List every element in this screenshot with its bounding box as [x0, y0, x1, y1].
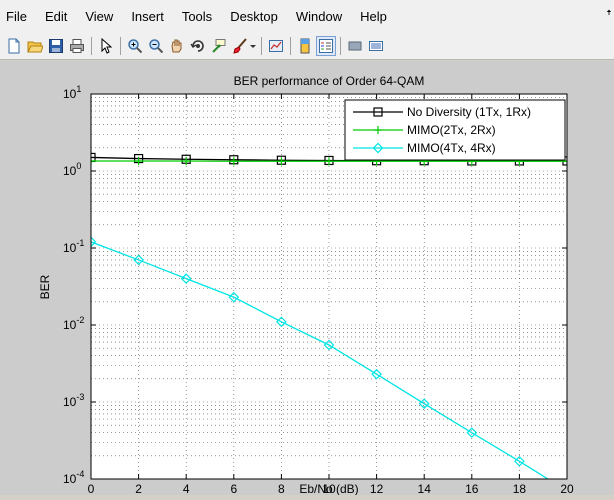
- pointer-icon[interactable]: [96, 36, 116, 56]
- legend[interactable]: No Diversity (1Tx, 1Rx) MIMO(2Tx, 2Rx) MIM…: [345, 100, 565, 160]
- menu-view[interactable]: View: [85, 9, 113, 24]
- x-tick-label: 0: [88, 482, 95, 495]
- menu-desktop[interactable]: Desktop: [230, 9, 278, 24]
- open-file-icon[interactable]: [25, 36, 45, 56]
- x-tick-label: 18: [513, 482, 527, 495]
- menu-tools[interactable]: Tools: [182, 9, 212, 24]
- x-tick-label: 4: [183, 482, 190, 495]
- rotate-3d-icon[interactable]: [188, 36, 208, 56]
- x-tick-label: 12: [370, 482, 384, 495]
- x-tick-label: 16: [465, 482, 479, 495]
- colorbar-icon[interactable]: [295, 36, 315, 56]
- menu-window[interactable]: Window: [296, 9, 342, 24]
- figure-toolbar: [0, 32, 614, 60]
- legend-entry: No Diversity (1Tx, 1Rx): [407, 105, 531, 119]
- menu-insert[interactable]: Insert: [131, 9, 164, 24]
- zoom-out-icon[interactable]: [146, 36, 166, 56]
- zoom-in-icon[interactable]: [125, 36, 145, 56]
- x-tick-label: 2: [135, 482, 142, 495]
- toolbar-separator: [91, 37, 92, 55]
- show-plot-tools-icon[interactable]: [366, 36, 386, 56]
- y-tick-label: 10-4: [63, 469, 84, 486]
- pan-icon[interactable]: [167, 36, 187, 56]
- chart-title: BER performance of Order 64-QAM: [234, 74, 425, 88]
- brush-icon[interactable]: [230, 36, 250, 56]
- data-cursor-icon[interactable]: [209, 36, 229, 56]
- x-tick-label: 6: [230, 482, 237, 495]
- x-tick-label: 14: [418, 482, 432, 495]
- x-tick-label: 20: [560, 482, 574, 495]
- menu-help[interactable]: Help: [360, 9, 387, 24]
- hide-plot-tools-icon[interactable]: [345, 36, 365, 56]
- y-tick-label: 10-1: [63, 238, 84, 255]
- toolbar-separator: [261, 37, 262, 55]
- y-tick-label: 100: [63, 161, 81, 178]
- menu-edit[interactable]: Edit: [45, 9, 67, 24]
- x-axis-label: Eb/No (dB): [299, 482, 358, 495]
- legend-icon[interactable]: [316, 36, 336, 56]
- legend-entry: MIMO(4Tx, 4Rx): [407, 141, 496, 155]
- toolbar-separator: [120, 37, 121, 55]
- toolbar-separator: [340, 37, 341, 55]
- print-icon[interactable]: [67, 36, 87, 56]
- y-tick-label: 10-2: [63, 315, 84, 332]
- legend-entry: MIMO(2Tx, 2Rx): [407, 123, 496, 137]
- toolbar-separator: [290, 37, 291, 55]
- brush-dropdown-icon[interactable]: [248, 36, 258, 56]
- y-tick-label: 10-3: [63, 392, 84, 409]
- menu-bar: File Edit View Insert Tools Desktop Wind…: [0, 0, 614, 32]
- x-tick-label: 8: [278, 482, 285, 495]
- dock-arrow-icon[interactable]: ꜛ: [606, 10, 612, 24]
- save-icon[interactable]: [46, 36, 66, 56]
- link-plot-icon[interactable]: [266, 36, 286, 56]
- y-tick-label: 101: [63, 84, 81, 101]
- y-axis-label: BER: [38, 274, 52, 299]
- new-figure-icon[interactable]: [4, 36, 24, 56]
- menu-file[interactable]: File: [6, 9, 27, 24]
